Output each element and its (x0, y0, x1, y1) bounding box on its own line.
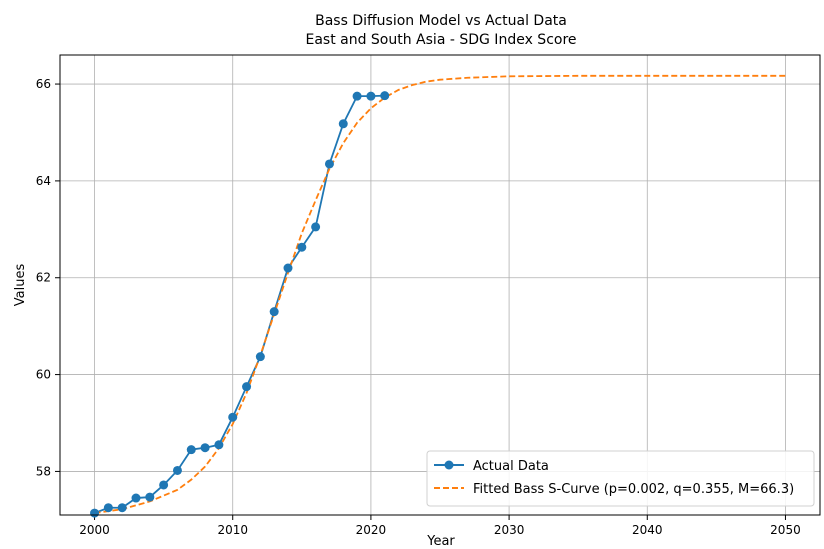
y-tick-label: 58 (36, 464, 51, 478)
actual-data-point (242, 382, 252, 392)
x-tick-label: 2040 (632, 523, 663, 537)
x-tick-label: 2050 (770, 523, 801, 537)
y-tick-label: 64 (36, 174, 51, 188)
grid (60, 55, 820, 515)
actual-data-point (90, 508, 100, 518)
actual-data-point (172, 465, 182, 475)
legend: Actual Data Fitted Bass S-Curve (p=0.002… (426, 450, 815, 507)
actual-data-point (366, 91, 376, 101)
x-tick-label: 2030 (494, 523, 525, 537)
chart-subtitle: East and South Asia - SDG Index Score (305, 32, 576, 48)
axis-ticks: 2000 2010 2020 2030 2040 2050 58 60 62 64 66 (36, 77, 801, 537)
y-tick-label: 60 (36, 368, 51, 382)
legend-swatch-actual-marker (444, 460, 454, 470)
actual-data-point (311, 222, 321, 232)
actual-data-point (255, 352, 265, 362)
legend-label-actual: Actual Data (473, 459, 549, 474)
actual-data-line (94, 94, 385, 514)
actual-data-point (200, 443, 210, 453)
legend-box (426, 450, 815, 507)
actual-data-point (283, 263, 293, 273)
actual-data-point (145, 492, 155, 502)
plot-area-frame (59, 54, 821, 516)
x-tick-label: 2000 (79, 523, 110, 537)
actual-data-point (269, 307, 279, 317)
y-tick-label: 62 (36, 271, 51, 285)
actual-data-point (228, 412, 238, 422)
actual-data-point (159, 480, 169, 490)
x-tick-label: 2010 (217, 523, 248, 537)
x-axis-label: Year (426, 534, 455, 549)
actual-data-point (338, 119, 348, 129)
actual-data-point (131, 493, 141, 503)
chart-title: Bass Diffusion Model vs Actual Data (315, 13, 567, 29)
actual-data-point (117, 503, 127, 513)
legend-label-fitted: Fitted Bass S-Curve (p=0.002, q=0.355, M… (473, 482, 794, 497)
actual-data-point (324, 159, 334, 169)
plot-series (90, 74, 786, 518)
actual-data-point (214, 440, 224, 450)
actual-data-point (352, 91, 362, 101)
actual-data-point (380, 91, 390, 101)
y-axis-label: Values (13, 264, 28, 307)
x-tick-label: 2020 (356, 523, 387, 537)
actual-data-point (297, 242, 307, 252)
fitted-curve-line (94, 74, 786, 514)
actual-data-point (103, 503, 113, 513)
y-tick-label: 66 (36, 77, 51, 91)
actual-data-point (186, 445, 196, 455)
